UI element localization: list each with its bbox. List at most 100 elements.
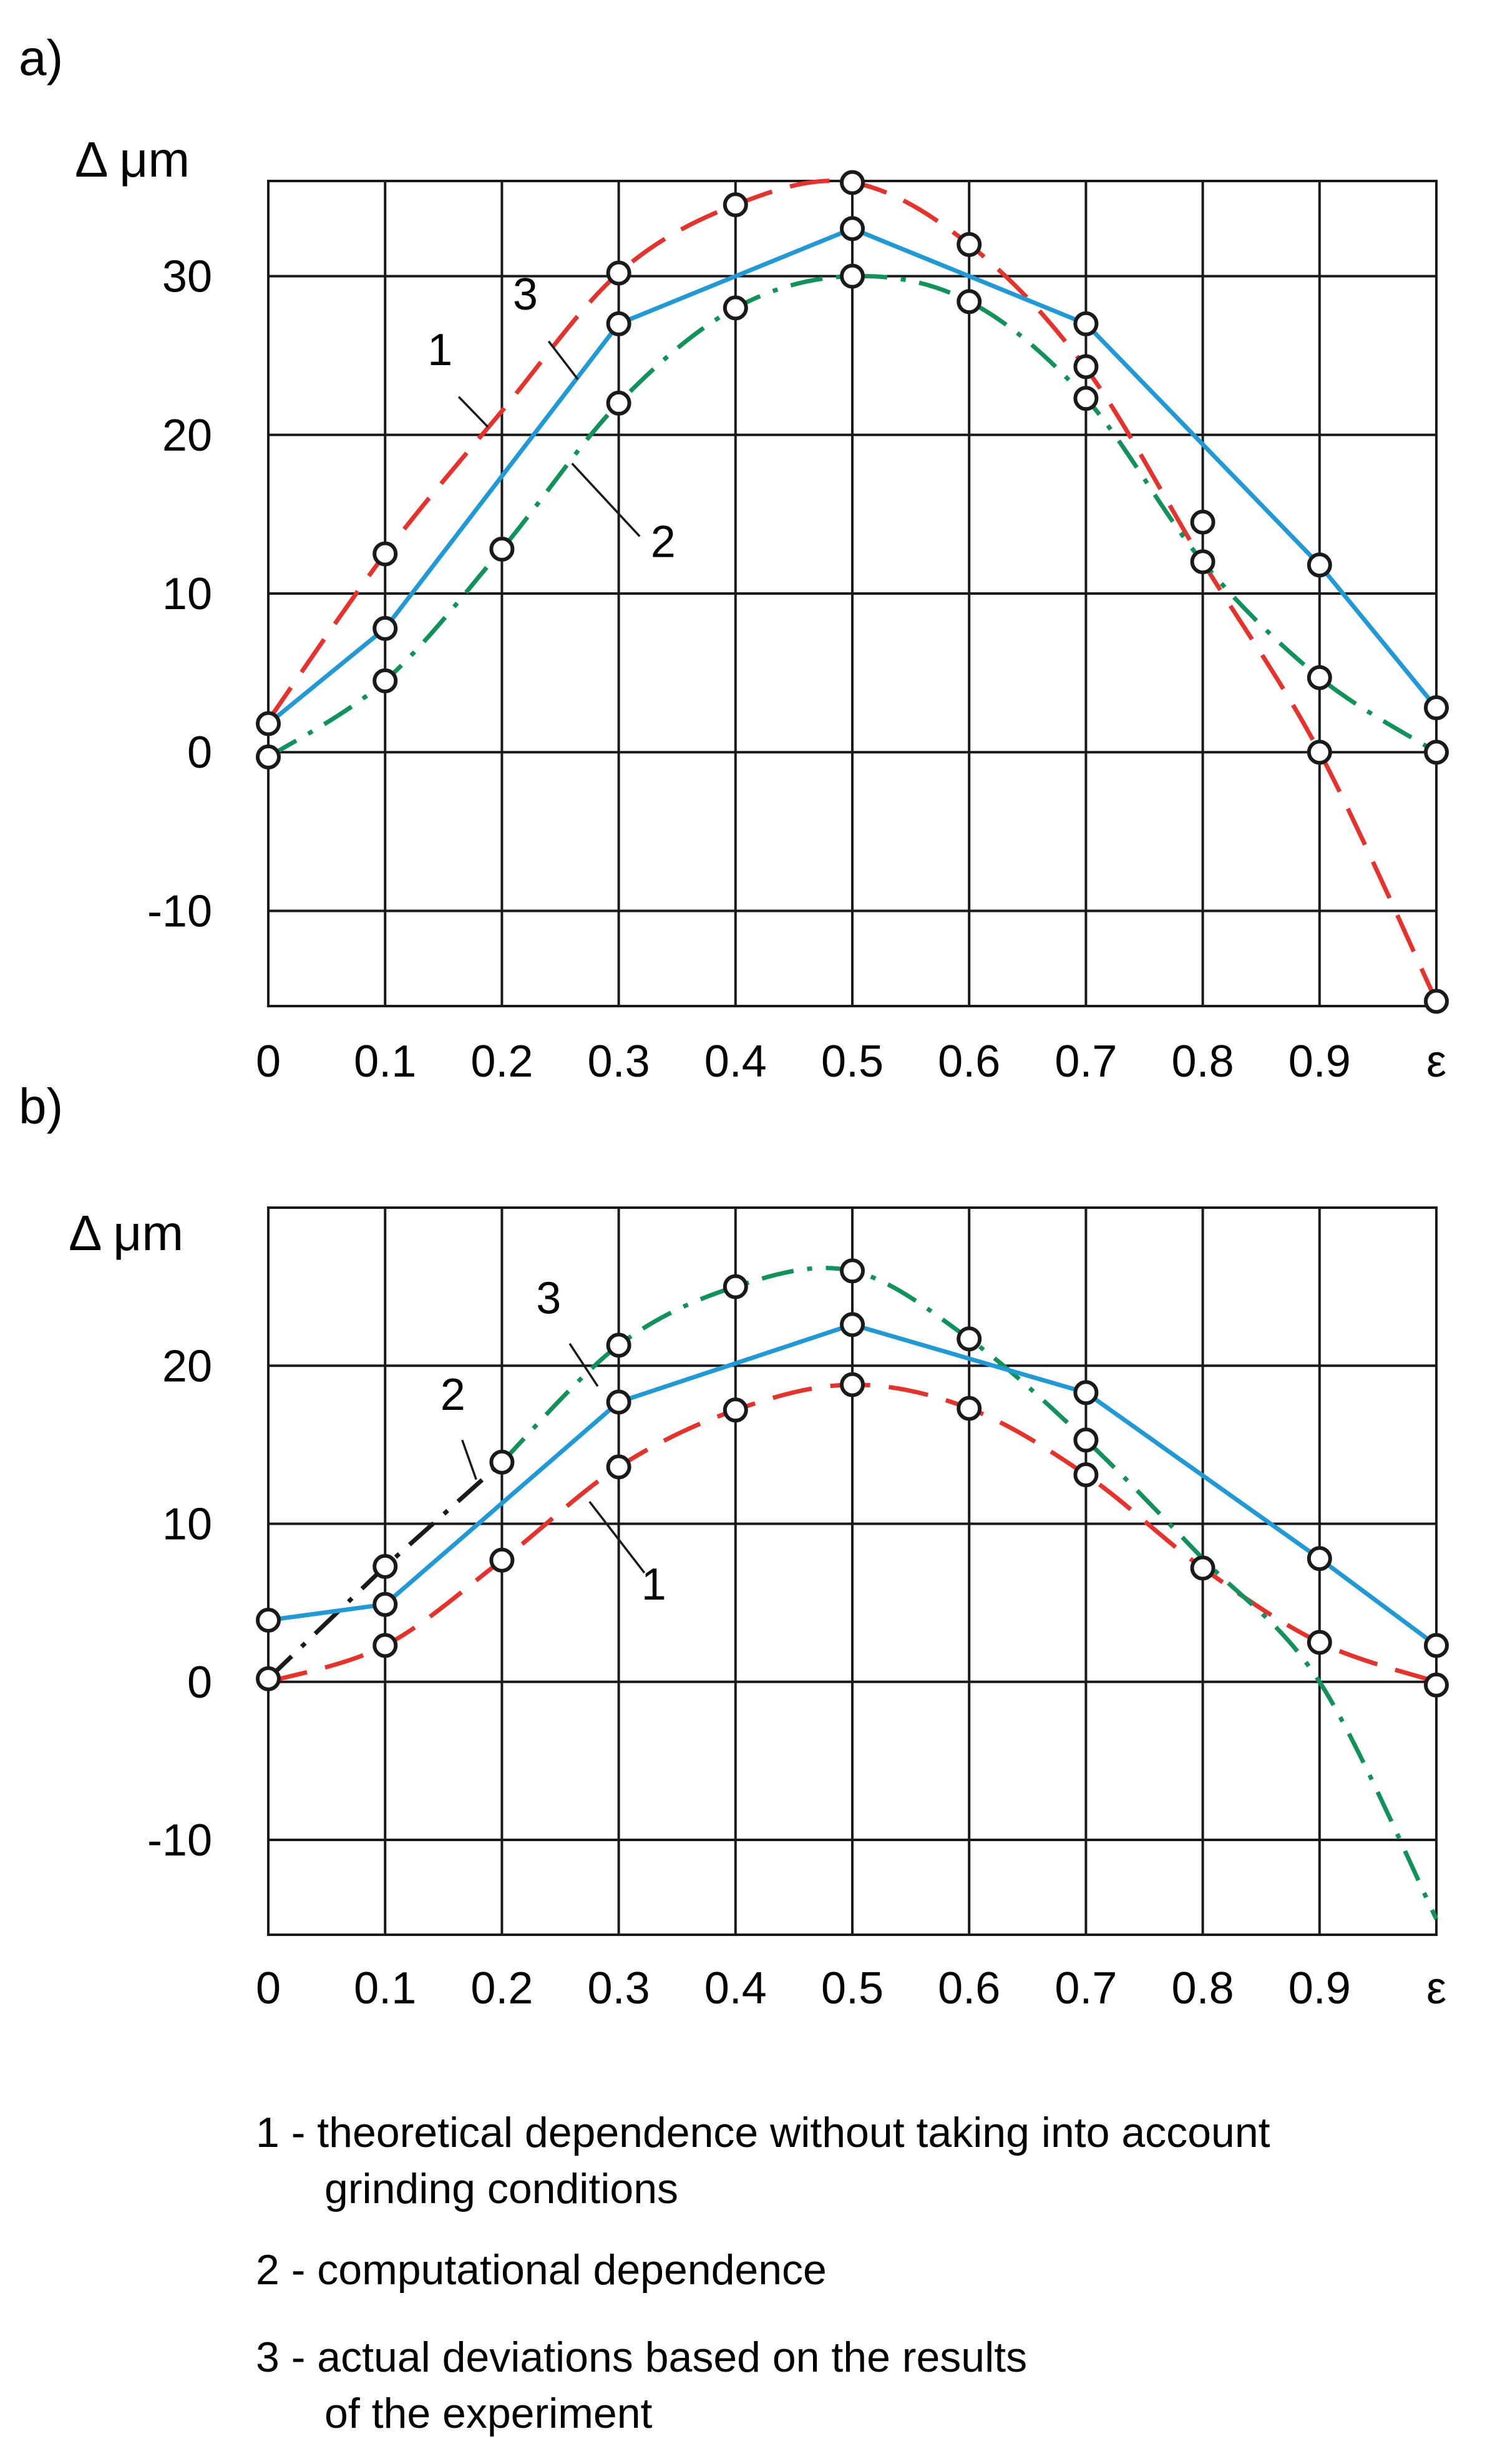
data-point-marker: [840, 170, 865, 195]
x-tick-label: 0.9: [1288, 1963, 1351, 2013]
curve-number-label: 3: [536, 1274, 561, 1324]
data-point-marker: [957, 1326, 982, 1352]
x-tick-label: 0.2: [470, 1963, 533, 2013]
legend-item-3: 3 - actual deviations based on the resul…: [256, 2334, 1027, 2381]
data-point-marker: [373, 668, 398, 693]
y-tick-label: -10: [147, 886, 212, 936]
data-point-marker: [1073, 1380, 1099, 1406]
x-tick-label: 0.1: [354, 1037, 416, 1087]
curve-number-label: 1: [427, 325, 452, 375]
legend-item-2: 2 - computational dependence: [256, 2246, 827, 2294]
data-point-marker: [1073, 1427, 1099, 1453]
data-point-marker: [1190, 549, 1215, 575]
y-tick-label: -10: [147, 1816, 212, 1865]
x-tick-label: ε: [1426, 1963, 1446, 2013]
chart-panel-a: a)Δ μm -10 0 10 20 30 0 0.1 0.2 0.3 0.4 0.5 0.6 0.7 0.…: [19, 30, 1449, 1087]
data-point-marker: [1307, 552, 1332, 578]
curve-number-label: 2: [441, 1370, 465, 1420]
data-point-marker: [1307, 1630, 1332, 1655]
data-point-marker: [1424, 1633, 1449, 1658]
y-axis-unit-label: Δ μm: [69, 1205, 183, 1261]
y-tick-label: 0: [187, 728, 212, 778]
series-line-2: [500, 1266, 1439, 1920]
x-tick-label: 0.3: [588, 1037, 650, 1087]
x-tick-label: 0.7: [1054, 1963, 1117, 2013]
data-point-marker: [840, 1312, 865, 1337]
curve-number-label: 3: [513, 270, 538, 320]
y-tick-label: 0: [187, 1658, 212, 1708]
panel-label: b): [19, 1078, 63, 1134]
legend-item-1: 1 - theoretical dependence without takin…: [256, 2109, 1270, 2156]
data-point-marker: [723, 192, 748, 218]
series-line-2: [267, 273, 1438, 759]
data-point-marker: [1307, 1546, 1332, 1572]
data-point-marker: [373, 1633, 398, 1658]
data-point-marker: [373, 615, 398, 641]
data-point-marker: [606, 1332, 631, 1358]
x-tick-label: ε: [1426, 1037, 1446, 1087]
x-tick-label: 0.6: [938, 1963, 1000, 2013]
data-point-marker: [1073, 1462, 1099, 1488]
data-point-marker: [606, 390, 631, 416]
data-point-marker: [606, 311, 631, 336]
legend-item-1: grinding conditions: [324, 2165, 678, 2212]
data-point-marker: [723, 1274, 748, 1299]
data-point-marker: [1190, 1555, 1215, 1581]
data-point-marker: [256, 711, 281, 736]
data-point-marker: [489, 1449, 515, 1475]
data-point-marker: [489, 536, 515, 562]
x-tick-label: 0.6: [938, 1037, 1000, 1087]
legend-item-3: of the experiment: [324, 2390, 653, 2437]
data-point-marker: [1073, 386, 1099, 411]
x-tick-label: 0.9: [1288, 1037, 1351, 1087]
data-point-marker: [256, 744, 281, 770]
data-point-marker: [957, 289, 982, 315]
y-tick-label: 20: [162, 1341, 212, 1391]
data-point-marker: [840, 1372, 865, 1397]
y-tick-label: 10: [162, 1500, 212, 1550]
data-point-marker: [606, 260, 631, 286]
annotation-leader-line: [568, 1342, 599, 1387]
x-tick-label: 0.1: [354, 1963, 416, 2013]
data-point-marker: [1073, 354, 1099, 379]
x-tick-label: 0.8: [1172, 1037, 1234, 1087]
x-tick-label: 0.8: [1172, 1963, 1234, 2013]
data-point-marker: [373, 1591, 398, 1617]
data-point-marker: [1424, 1672, 1449, 1698]
chart-panel-b: b) Δ μm -10 0 10 20 0 0.1 0.2 0.3 0.4 0.5 0.6 0.7 0.8 0…: [19, 1078, 1449, 2013]
y-tick-label: 10: [162, 569, 212, 619]
data-point-marker: [957, 1396, 982, 1421]
data-point-marker: [723, 1397, 748, 1423]
data-point-marker: [606, 1389, 631, 1415]
x-tick-label: 0.5: [821, 1963, 884, 2013]
curve-number-label: 1: [641, 1560, 666, 1610]
x-tick-label: 0.4: [704, 1963, 767, 2013]
data-point-marker: [373, 1553, 398, 1579]
x-tick-label: 0: [256, 1963, 281, 2013]
x-tick-label: 0.5: [821, 1037, 884, 1087]
data-point-marker: [1073, 311, 1099, 336]
legend: 1 - theoretical dependence without takin…: [256, 2109, 1270, 2437]
data-point-marker: [723, 295, 748, 321]
x-tick-label: 0.4: [704, 1037, 767, 1087]
data-point-marker: [1307, 740, 1332, 765]
data-point-marker: [957, 232, 982, 257]
data-point-marker: [1424, 695, 1449, 721]
data-point-marker: [840, 216, 865, 242]
data-point-marker: [256, 1608, 281, 1633]
data-point-marker: [1307, 665, 1332, 690]
series-line-1: [266, 178, 1439, 1002]
data-point-marker: [373, 541, 398, 567]
y-axis-unit-label: Δ μm: [75, 132, 190, 187]
data-point-marker: [489, 1547, 515, 1573]
curve-number-label: 2: [651, 517, 676, 567]
data-point-marker: [840, 1258, 865, 1284]
annotation-leader-line: [588, 1500, 646, 1574]
y-tick-label: 20: [162, 411, 212, 461]
data-point-marker: [1190, 509, 1215, 535]
data-point-marker: [256, 1666, 281, 1691]
x-tick-label: 0.2: [470, 1037, 533, 1087]
data-point-marker: [840, 263, 865, 289]
data-point-marker: [1424, 989, 1449, 1014]
